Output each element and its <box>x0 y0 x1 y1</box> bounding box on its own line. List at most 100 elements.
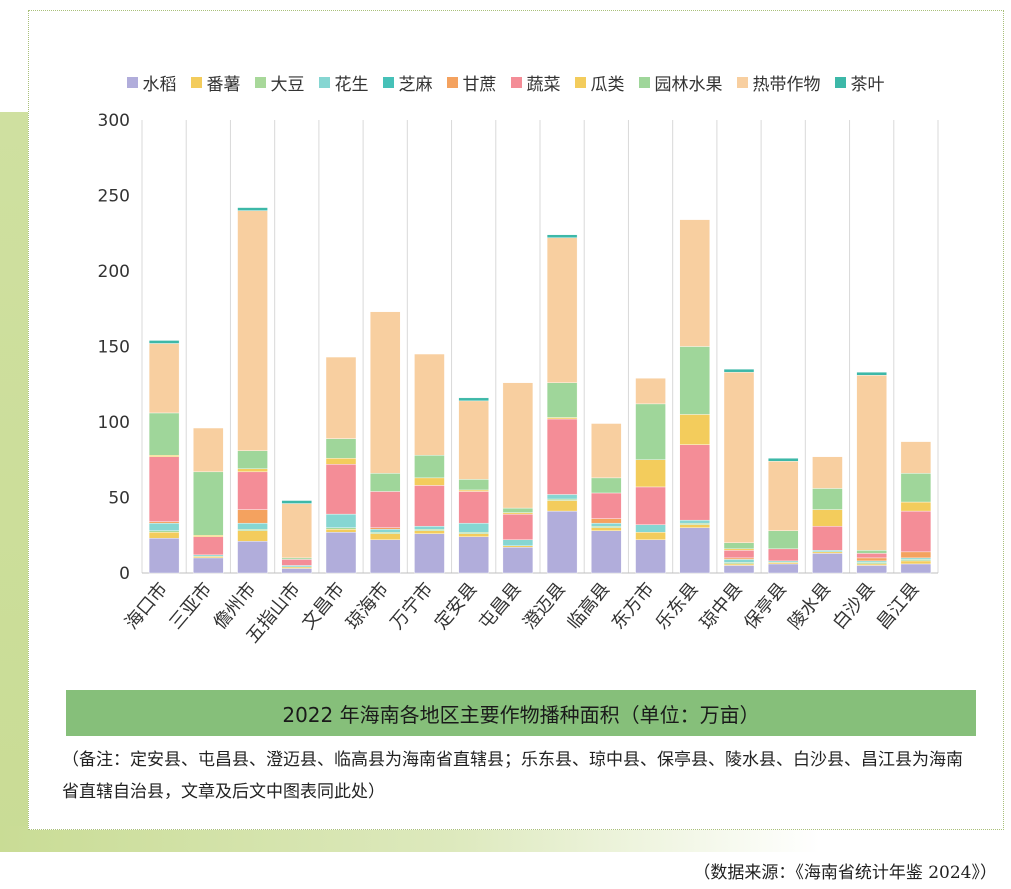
bar-segment <box>856 565 887 574</box>
bar-segment <box>414 477 445 486</box>
bar-segment <box>546 494 578 500</box>
bar-segment <box>325 527 357 530</box>
x-tick-label: 乐东县 <box>652 579 703 634</box>
bar-segment <box>679 519 710 524</box>
x-tick-label: 定安县 <box>431 579 482 634</box>
legend-entry: 瓜类 <box>574 70 625 95</box>
bar-segment <box>148 456 180 522</box>
bar-segment <box>281 500 312 504</box>
bar-segment <box>812 553 843 574</box>
legend-swatch <box>126 76 138 88</box>
bar-segment <box>900 510 932 553</box>
legend-label: 瓜类 <box>590 74 625 95</box>
chart-note: （备注：定安县、屯昌县、澄迈县、临高县为海南省直辖县；乐东县、琼中县、保亭县、陵… <box>62 750 963 802</box>
bar-segment <box>546 418 578 495</box>
bar-segment <box>458 522 489 533</box>
legend-label: 热带作物 <box>752 74 821 95</box>
bar-segment <box>325 529 357 533</box>
bar-segment <box>856 562 887 565</box>
bar-segment <box>325 464 357 515</box>
legend-swatch <box>736 76 748 88</box>
x-tick-label: 东方市 <box>608 579 659 634</box>
bar-segment <box>237 468 268 473</box>
bar-segment <box>414 353 445 456</box>
bar-segment <box>723 559 755 563</box>
y-tick-label: 200 <box>98 262 130 282</box>
decorative-left-strip <box>0 112 30 852</box>
bar-segment <box>856 560 887 563</box>
y-tick-label: 300 <box>98 111 130 131</box>
bar-segment <box>856 553 887 559</box>
bar-segment <box>591 522 622 527</box>
legend-label: 水稻 <box>142 74 177 95</box>
bar-segment <box>281 566 312 569</box>
x-tick-label: 陵水县 <box>784 579 835 634</box>
legend-label: 蔬菜 <box>526 74 561 95</box>
bar-segment <box>237 210 268 451</box>
x-tick-label: 白沙县 <box>829 579 880 634</box>
bar-segment <box>325 532 357 574</box>
bar-segment <box>635 403 666 460</box>
bar-segment <box>370 527 401 530</box>
bar-segment <box>237 530 268 542</box>
legend-entry: 芝麻 <box>382 70 433 95</box>
bar-segment <box>502 545 534 548</box>
bar-segment <box>414 530 445 534</box>
bar-segment <box>281 503 312 559</box>
bar-segment <box>635 539 666 574</box>
chart-legend: 水稻 番薯 大豆 花生 芝麻 甘蔗 蔬菜 瓜类 园林水果 热带作物 茶叶 <box>0 70 1011 95</box>
bar-segment <box>900 501 932 512</box>
bar-segment <box>502 507 534 513</box>
x-tick-label: 临高县 <box>563 579 614 634</box>
legend-entry: 水稻 <box>126 70 177 95</box>
bar-segment <box>679 444 710 521</box>
legend-swatch <box>318 76 330 88</box>
legend-entry: 茶叶 <box>834 70 885 95</box>
bar-segment <box>370 311 401 474</box>
bar-segment <box>237 541 268 574</box>
bar-segment <box>856 563 887 566</box>
bar-segment <box>546 498 578 501</box>
bar-segment <box>812 456 843 489</box>
bar-segment <box>370 473 401 492</box>
bar-segment <box>148 343 180 414</box>
bar-segment <box>679 524 710 528</box>
bar-segment <box>768 563 799 574</box>
bar-segment <box>723 550 755 559</box>
bar-segment <box>281 559 312 566</box>
bar-segment <box>546 500 578 512</box>
bar-segment <box>414 455 445 479</box>
bar-segment <box>723 563 755 566</box>
bar-segment <box>148 538 180 574</box>
bar-segment <box>723 368 755 373</box>
bar-segment <box>768 530 799 550</box>
bar-segment <box>900 559 932 562</box>
x-tick-label: 琼海市 <box>342 579 393 634</box>
x-tick-label: 文昌市 <box>298 579 349 634</box>
data-source: （数据来源：《海南省统计年鉴 2024》） <box>693 863 997 883</box>
bar-segment <box>148 522 180 531</box>
bar-segment <box>635 524 666 533</box>
legend-label: 大豆 <box>270 74 305 95</box>
bar-segment <box>502 512 534 515</box>
bar-segment <box>679 346 710 415</box>
bar-segment <box>281 557 312 560</box>
stacked-bar-chart: 050100150200250300海口市三亚市儋州市五指山市文昌市琼海市万宁市… <box>98 111 939 647</box>
bar-segment <box>723 562 755 565</box>
bar-segment <box>281 565 312 568</box>
legend-label: 茶叶 <box>850 74 885 95</box>
bar-segment <box>635 486 666 525</box>
bar-segment <box>900 560 932 565</box>
legend-swatch <box>574 76 586 88</box>
bar-segment <box>768 458 799 462</box>
x-tick-label: 万宁市 <box>386 579 437 634</box>
legend-entry: 大豆 <box>254 70 305 95</box>
y-tick-label: 250 <box>98 187 130 207</box>
bar-segment <box>502 539 534 547</box>
legend-entry: 甘蔗 <box>446 70 497 95</box>
legend-entry: 园林水果 <box>638 70 723 95</box>
bar-segment <box>237 450 268 470</box>
bar-segment <box>856 371 887 376</box>
x-tick-label: 昌江县 <box>873 579 924 634</box>
bar-segment <box>414 529 445 531</box>
